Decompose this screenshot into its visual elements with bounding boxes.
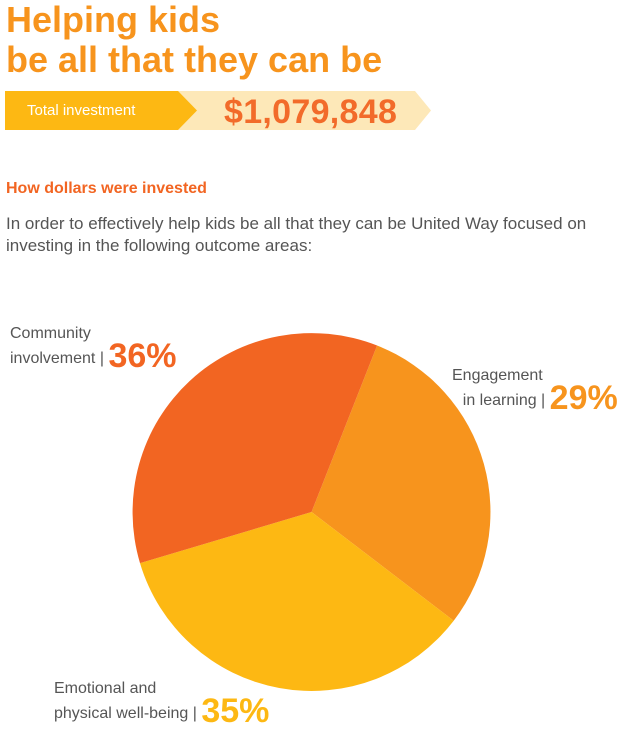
label-engagement-in-learning: Engagement in learning | 29% [452,365,618,415]
slice-community-involvement [132,333,378,564]
percent-emotional: 35% [201,692,270,730]
label-line-1: Emotional and [54,680,157,697]
total-investment-label: Total investment [27,102,136,119]
value-arrow-shape [170,91,431,130]
section-heading: How dollars were invested [6,180,207,197]
page-title: Helping kids be all that they can be [6,0,382,80]
label-line-2: involvement | [10,350,104,367]
slice-emotional-physical-wellbeing [140,512,454,691]
label-arrow-shape [5,91,197,130]
title-line-1: Helping kids [6,0,221,40]
percent-engagement: 29% [549,379,618,417]
label-line-1: Engagement [452,367,543,384]
section-description: In order to effectively help kids be all… [6,214,587,255]
slice-engagement-in-learning [311,345,491,621]
title-line-2: be all that they can be [6,39,383,80]
label-emotional-physical-wellbeing: Emotional and physical well-being | 35% [54,678,269,728]
total-investment-value: $1,079,848 [224,93,398,131]
label-line-1: Community [10,325,91,342]
total-investment-banner [5,91,431,130]
label-line-2: physical well-being | [54,705,197,722]
label-community-involvement: Community involvement | 36% [10,323,177,373]
percent-community: 36% [108,337,177,375]
label-line-2: in learning | [462,392,546,409]
